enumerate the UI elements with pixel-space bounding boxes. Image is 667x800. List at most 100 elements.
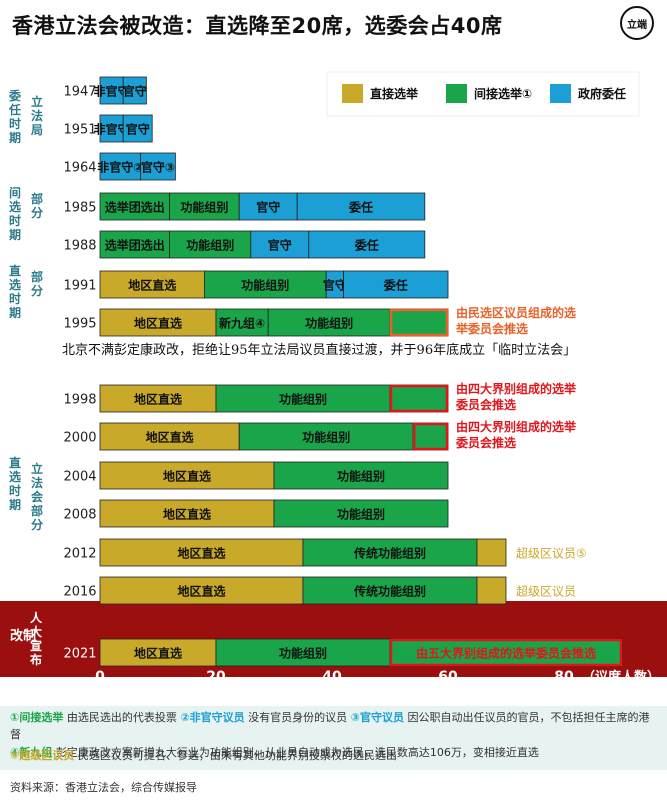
bar-segment-appointed — [308, 230, 426, 259]
segment-label: 地区直选 — [134, 646, 182, 661]
period-label: 时 — [9, 213, 21, 228]
segment-label: 新九组④ — [219, 316, 265, 331]
bar-segment-direct — [99, 576, 304, 605]
source-note: 资料来源：香港立法会，综合传媒报导 — [10, 781, 197, 794]
period-sublabel: 分 — [31, 283, 43, 298]
legend-label: 直接选举 — [370, 86, 419, 101]
segment-label: 功能组别 — [305, 316, 353, 331]
segment-note: 举委员会推选 — [455, 321, 528, 336]
period-label: 直 — [9, 455, 21, 470]
segment-label: 功能组别 — [279, 646, 327, 661]
segment-label: 官守 — [126, 122, 150, 137]
segment-label: 地区直选 — [134, 392, 182, 407]
segment-label: 功能组别 — [186, 238, 234, 253]
footnote-label: ④新九组 — [10, 746, 53, 759]
bar-segment-indirect — [389, 638, 623, 667]
period-sublabel: 部 — [31, 503, 43, 518]
segment-label: 非官守 — [94, 84, 130, 99]
year-label: 1964 — [63, 161, 96, 176]
bar-segment-appointed — [122, 76, 147, 105]
legend-box — [326, 71, 640, 117]
period-label: 期 — [9, 497, 21, 512]
period-label: 时 — [9, 116, 21, 131]
segment-label: 地区直选 — [177, 546, 225, 561]
x-tick-label: 80 — [554, 669, 574, 685]
legend-swatch — [446, 84, 467, 103]
period-sublabel: 布 — [30, 652, 42, 667]
segment-label: 地区直选 — [177, 584, 225, 599]
publisher-logo: 立端 — [620, 6, 654, 40]
footnote-text: 因公职自动出任议员的官员，不包括担任主席的港督 — [10, 711, 650, 741]
period-sublabel: 宣 — [30, 638, 42, 653]
year-label: 1988 — [63, 239, 96, 254]
period-label: 选 — [9, 277, 21, 292]
period-sublabel: 大 — [30, 624, 42, 639]
period-label: 任 — [8, 102, 21, 117]
segment-label: 由五大界别组成的选举委员会推选 — [416, 646, 596, 661]
x-tick-label: 40 — [322, 669, 342, 685]
period-sublabel: 法 — [31, 475, 43, 490]
segment-label: 选举团选出 — [105, 200, 165, 215]
year-label: 2016 — [63, 585, 96, 600]
year-label: 2004 — [63, 470, 96, 485]
row-note: 超级区议员 — [516, 584, 576, 599]
segment-label: 传统功能组别 — [353, 584, 426, 599]
year-label: 1998 — [63, 393, 96, 408]
period-sublabel: 立 — [31, 461, 43, 476]
footnote-label: ⑤超级区议员 — [10, 749, 75, 762]
year-label: 2008 — [63, 508, 96, 523]
segment-label: 委任 — [354, 238, 379, 253]
bar-segment-direct — [476, 576, 507, 605]
segment-label: 功能组别 — [241, 278, 289, 293]
segment-label: 功能组别 — [180, 200, 228, 215]
year-label: 2021 — [63, 647, 96, 662]
period-sublabel: 法 — [31, 108, 43, 123]
bar-segment-appointed — [238, 192, 298, 221]
x-tick-label: 0 — [95, 669, 105, 685]
footnote-text: 彭定康政改方案新增九大行业为功能组别，从业员自动成为选民，选民数高达106万，变… — [55, 746, 539, 759]
segment-label: 官守 — [268, 238, 292, 253]
year-label: 1991 — [63, 279, 96, 294]
bar-segment-indirect — [273, 461, 449, 490]
year-label: 2012 — [63, 547, 96, 562]
highlight-box — [389, 638, 623, 667]
year-label: 1947 — [63, 85, 96, 100]
footnote-line-3: ⑤超级区议员 民选区议员可提名、参选，由未有其他功能界别投票权的选民选出 — [10, 747, 658, 764]
bar-segment-appointed — [296, 192, 426, 221]
x-tick-label: 20 — [206, 669, 226, 685]
period-sublabel: 分 — [31, 205, 43, 220]
period-sublabel: 局 — [31, 123, 43, 137]
bar-segment-indirect — [203, 270, 327, 299]
period-sublabel: 部 — [31, 191, 43, 206]
segment-note: 由四大界别组成的选举 — [456, 419, 577, 434]
period-sublabel: 部 — [31, 269, 43, 284]
bar-segment-indirect — [389, 384, 449, 413]
chart-title: 香港立法会被改造：直选降至20席，选委会占40席 — [12, 14, 503, 38]
bar-segment-indirect — [302, 538, 478, 567]
chart: 委任时期立法局间选时期部分直选时期部分直选时期立法会部分改制人大宣布1947非官… — [0, 71, 667, 685]
bar-segment-direct — [99, 384, 217, 413]
period-label: 直 — [9, 263, 21, 278]
highlight-box — [389, 308, 449, 337]
footnote-text: 由选民选出的代表投票 — [66, 711, 177, 724]
period-label: 改制 — [10, 628, 36, 644]
segment-label: 功能组别 — [337, 469, 385, 484]
bar-segment-direct — [99, 638, 217, 667]
segment-note: 委员会推选 — [455, 435, 516, 450]
year-label: 1985 — [63, 201, 96, 216]
x-tick-label: 60 — [438, 669, 458, 685]
segment-label: 选举团选出 — [105, 238, 165, 253]
period-label: 期 — [9, 130, 21, 145]
footnote-text: 没有官员身份的议员 — [248, 711, 348, 724]
segment-label: 官守 — [323, 278, 347, 293]
legend-label: 政府委任 — [578, 86, 626, 101]
segment-label: 官守③ — [141, 160, 175, 175]
footnote-line-1: ①间接选举 由选民选出的代表投票 ②非官守议员 没有官员身份的议员 ③官守议员 … — [10, 709, 658, 743]
x-axis-label: （议席人数） — [582, 669, 660, 685]
segment-label: 官守 — [123, 84, 147, 99]
segment-label: 功能组别 — [337, 507, 385, 522]
period-sublabel: 立 — [31, 94, 43, 109]
segment-label: 非官守 — [94, 122, 130, 137]
segment-label: 委任 — [348, 200, 373, 215]
period-label: 期 — [9, 227, 21, 242]
